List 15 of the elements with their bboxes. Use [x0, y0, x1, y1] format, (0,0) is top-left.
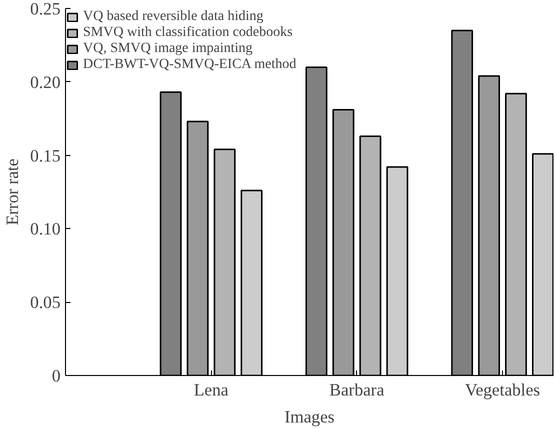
legend-label: VQ based reversible data hiding [83, 9, 264, 25]
legend-label: DCT-BWT-VQ-SMVQ-EICA method [83, 57, 296, 73]
x-axis-title: Images [284, 408, 335, 426]
y-tick-label: 0.15 [30, 146, 61, 166]
y-tick-label: 0.20 [30, 72, 61, 92]
x-tick-label: Vegetables [464, 380, 540, 400]
y-tick-label: 0.10 [30, 220, 61, 239]
y-tick-label: 0 [52, 366, 61, 386]
y-tick-label: 0.05 [30, 293, 61, 312]
legend-label: SMVQ with classification codebooks [83, 25, 293, 41]
y-axis-title: Error rate [3, 158, 22, 226]
x-tick-label: Barbara [329, 380, 385, 400]
y-tick-label: 0.25 [30, 0, 61, 18]
x-tick-label: Lena [194, 380, 229, 400]
legend-label: VQ, SMVQ image impainting [83, 41, 253, 57]
